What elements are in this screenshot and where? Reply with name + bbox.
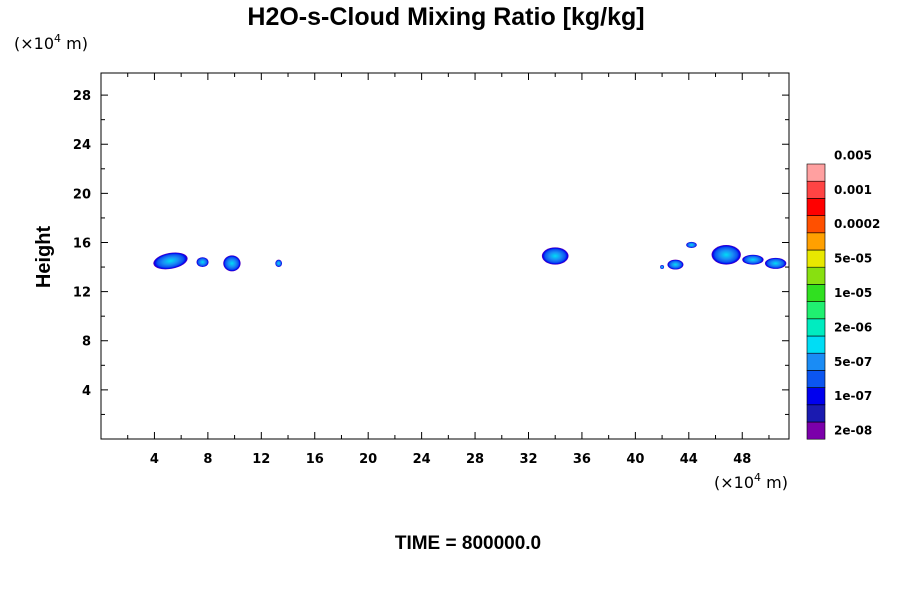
colorbar-swatch (806, 370, 826, 388)
cloud-patch (660, 265, 665, 270)
x-tick-label: 32 (519, 452, 537, 467)
y-tick-label: 16 (73, 236, 91, 251)
x-tick-label: 12 (252, 452, 270, 467)
y-tick-label: 8 (82, 335, 91, 350)
cloud-patch (223, 255, 241, 272)
y-tick-label: 4 (82, 384, 91, 399)
chart-title: H2O-s-Cloud Mixing Ratio [kg/kg] (247, 3, 644, 31)
colorbar-label: 0.001 (834, 183, 872, 197)
x-tick-label: 28 (466, 452, 484, 467)
y-axis-unit: (×104 m) (14, 32, 88, 53)
colorbar: 2e-08 1e-07 5e-07 2e-06 1e-05 5e-05 0.0002 0.00… (806, 148, 880, 440)
y-tick-label: 28 (73, 89, 91, 104)
cloud-patch (667, 259, 684, 270)
y-tick-label: 20 (73, 187, 91, 202)
colorbar-swatch (806, 335, 826, 354)
cloud-patch (275, 259, 283, 268)
cloud-patch (541, 247, 569, 265)
colorbar-swatch (806, 215, 826, 234)
colorbar-swatch (806, 198, 826, 216)
colorbar-swatch (806, 301, 826, 320)
colorbar-swatch (806, 404, 826, 423)
colorbar-label: 1e-05 (834, 286, 872, 300)
colorbar-label: 1e-07 (834, 389, 872, 403)
x-tick-label: 16 (306, 452, 324, 467)
y-tick-label: 12 (73, 286, 91, 301)
colorbar-swatch (806, 318, 826, 337)
y-tick-label: 24 (73, 138, 91, 153)
colorbar-label: 5e-05 (834, 252, 872, 266)
x-tick-label: 36 (573, 452, 591, 467)
colorbar-swatch (806, 284, 826, 302)
x-tick-label: 8 (203, 452, 212, 467)
cloud-patch (153, 252, 188, 270)
colorbar-swatch (806, 352, 826, 371)
plot-frame (100, 72, 790, 440)
x-axis-unit: (×104 m) (714, 471, 788, 492)
colorbar-label: 5e-07 (834, 355, 872, 369)
x-tick-label: 20 (359, 452, 377, 467)
colorbar-swatch (806, 249, 826, 268)
x-tick-label: 40 (626, 452, 644, 467)
time-label: TIME = 800000.0 (395, 533, 541, 554)
colorbar-swatch (806, 266, 826, 285)
x-tick-label: 44 (680, 452, 698, 467)
colorbar-swatch (806, 163, 826, 182)
cloud-patch (196, 257, 209, 268)
colorbar-label: 0.0002 (834, 217, 880, 231)
cloud-patch (686, 241, 697, 249)
colorbar-swatch (806, 387, 826, 406)
colorbar-swatch (806, 180, 826, 199)
colorbar-swatch (806, 421, 826, 440)
colorbar-label: 2e-08 (834, 424, 872, 438)
colorbar-label: 2e-06 (834, 320, 872, 334)
x-tick-label: 24 (413, 452, 431, 467)
cloud-patch (764, 257, 787, 269)
colorbar-label: 0.005 (834, 148, 872, 162)
x-tick-label: 4 (150, 452, 159, 467)
y-axis: 4 8 12 16 20 24 28 (73, 89, 789, 415)
cloud-field (153, 241, 787, 272)
x-tick-label: 48 (733, 452, 751, 467)
x-axis: 4 8 12 16 20 24 28 32 36 40 44 48 (127, 73, 770, 467)
y-axis-label: Height (33, 226, 55, 289)
colorbar-swatch (806, 232, 826, 251)
cloud-patch (711, 244, 741, 265)
cloud-patch (742, 254, 764, 265)
